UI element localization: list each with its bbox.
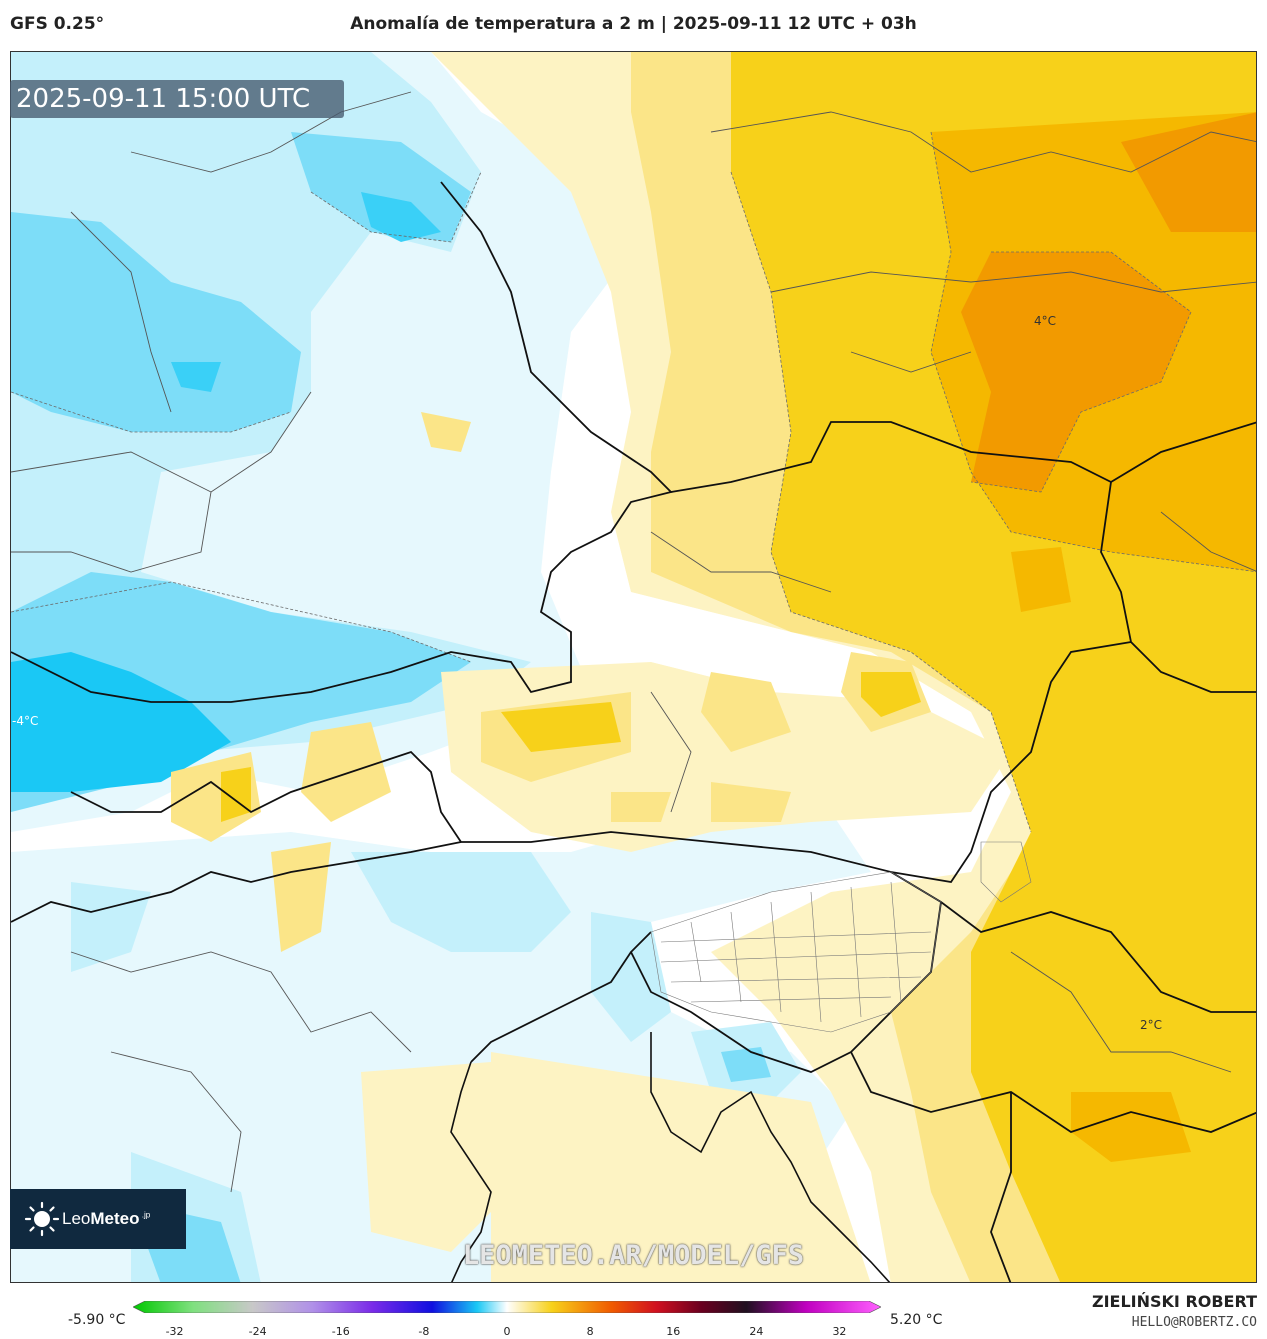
legend-colorbar <box>133 1301 881 1313</box>
legend-tick-label: 16 <box>666 1325 681 1338</box>
legend-tick-label: 8 <box>586 1325 594 1338</box>
cold-zone-mid <box>721 1047 771 1082</box>
warm-zone-mid <box>861 672 921 717</box>
legend-tick-label: -16 <box>331 1325 350 1338</box>
warm-zone-mid <box>501 702 621 752</box>
cold-zone-light <box>351 852 571 952</box>
anomaly-map[interactable] <box>10 51 1257 1283</box>
legend-tick-label: -32 <box>165 1325 184 1338</box>
cold-zone-strong <box>171 362 221 392</box>
author-email[interactable]: HELLO@ROBERTZ.CO <box>1131 1315 1257 1330</box>
cold-zone-light <box>591 912 671 1042</box>
municipal-borders <box>650 841 1032 1033</box>
warm-zone-strong <box>1011 547 1071 612</box>
contour-label: -4°C <box>12 714 39 728</box>
author-credit: ZIELIŃSKI ROBERT <box>1091 1292 1257 1311</box>
legend-tick-label: 24 <box>749 1325 764 1338</box>
contour-label: 4°C <box>1034 314 1057 328</box>
watermark-url: LEOMETEO.AR/MODEL/GFS <box>462 1240 805 1271</box>
contour-label: 2°C <box>1140 1018 1163 1032</box>
warm-zone-light <box>611 792 671 822</box>
warm-zone-peak <box>1121 112 1256 232</box>
warm-zone-light <box>421 412 471 452</box>
admin-borders <box>11 91 1256 1193</box>
warm-zone-mid <box>221 767 251 822</box>
legend-tick-label: -24 <box>248 1325 267 1338</box>
warm-zone-light <box>711 782 791 822</box>
cold-zone-strong <box>361 192 441 242</box>
legend-tick-label: -8 <box>418 1325 430 1338</box>
legend-tick-label: 0 <box>503 1325 511 1338</box>
legend-min-label: -5.90 °C <box>68 1312 126 1328</box>
cold-zone-light <box>71 882 151 972</box>
warm-zone-peak <box>961 252 1191 492</box>
warm-zone-faint <box>491 1052 871 1282</box>
warm-zone-light <box>701 672 791 752</box>
leometeo-logo[interactable]: LeoMeteo .jp <box>10 1189 186 1249</box>
legend-max-label: 5.20 °C <box>890 1312 943 1328</box>
model-label: GFS 0.25° <box>10 14 105 34</box>
coastline <box>450 1032 891 1282</box>
warm-zone-strong <box>1071 1092 1191 1162</box>
legend-tick-label: 32 <box>832 1325 847 1338</box>
valid-time-badge: 2025-09-11 15:00 UTC <box>10 80 344 118</box>
map-title: Anomalía de temperatura a 2 m | 2025-09-… <box>350 14 917 34</box>
cold-zone-mid <box>11 212 301 432</box>
cold-zone-mid <box>291 132 471 242</box>
warm-zone-light <box>301 722 391 822</box>
logo-text: LeoMeteo .jp <box>62 1209 151 1228</box>
anomaly-map-layers <box>11 52 1256 1282</box>
cold-zone-strong <box>11 652 231 792</box>
sun-icon <box>24 1201 60 1237</box>
isotherm-contours <box>11 131 1256 833</box>
warm-zone-light <box>271 842 331 952</box>
